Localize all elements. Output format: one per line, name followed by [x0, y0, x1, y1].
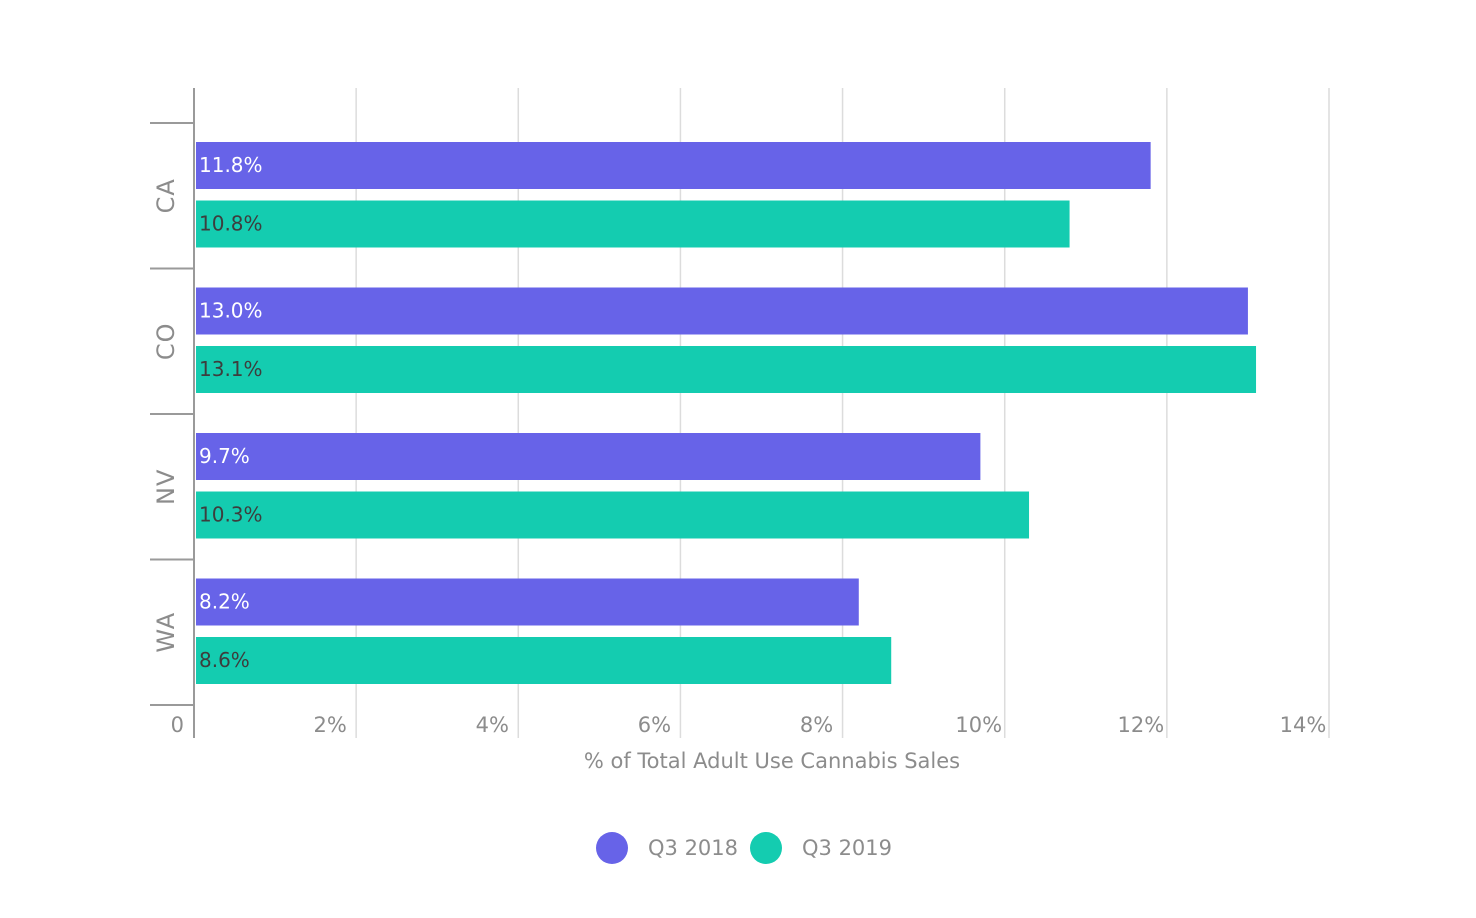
bar-value-label: 13.0% [199, 299, 263, 323]
bar-value-label: 10.8% [199, 212, 263, 236]
legend-swatch [750, 832, 782, 864]
bar [196, 142, 1151, 189]
bar [196, 491, 1030, 539]
bar [196, 287, 1248, 335]
bar [196, 578, 859, 626]
category-label: WA [152, 612, 180, 653]
x-tick-label: 2% [313, 713, 346, 737]
x-tick-label: 8% [800, 713, 833, 737]
gridlines [355, 88, 1330, 738]
category-label: CO [152, 322, 180, 360]
labels: 0 2% 4% 6% 8% 10% 12% 14% CA 11.8% 10.8% CO 13.0% 13.… [152, 153, 1326, 737]
axes [150, 88, 195, 738]
bars [196, 142, 1257, 684]
bar-value-label: 13.1% [199, 357, 263, 381]
x-tick-label: 12% [1118, 713, 1165, 737]
category-label: CA [152, 178, 180, 213]
legend-label: Q3 2018 [648, 836, 738, 860]
x-tick-label: 10% [955, 713, 1002, 737]
bar [196, 637, 892, 684]
bar-value-label: 8.6% [199, 648, 250, 672]
bar-value-label: 8.2% [199, 590, 250, 614]
x-tick-label: 0 [171, 713, 184, 737]
legend-label: Q3 2019 [802, 836, 892, 860]
bar-value-label: 11.8% [199, 153, 263, 177]
bar-value-label: 9.7% [199, 444, 250, 468]
bar [196, 346, 1257, 393]
x-tick-label: 14% [1280, 713, 1327, 737]
x-tick-label: 6% [638, 713, 671, 737]
bar-value-label: 10.3% [199, 503, 263, 527]
category-label: NV [152, 469, 180, 505]
x-axis-title: % of Total Adult Use Cannabis Sales [584, 749, 960, 773]
x-tick-label: 4% [476, 713, 509, 737]
bar [196, 433, 981, 480]
legend: Q3 2018 Q3 2019 [596, 832, 892, 864]
bar [196, 200, 1070, 248]
legend-swatch [596, 832, 628, 864]
